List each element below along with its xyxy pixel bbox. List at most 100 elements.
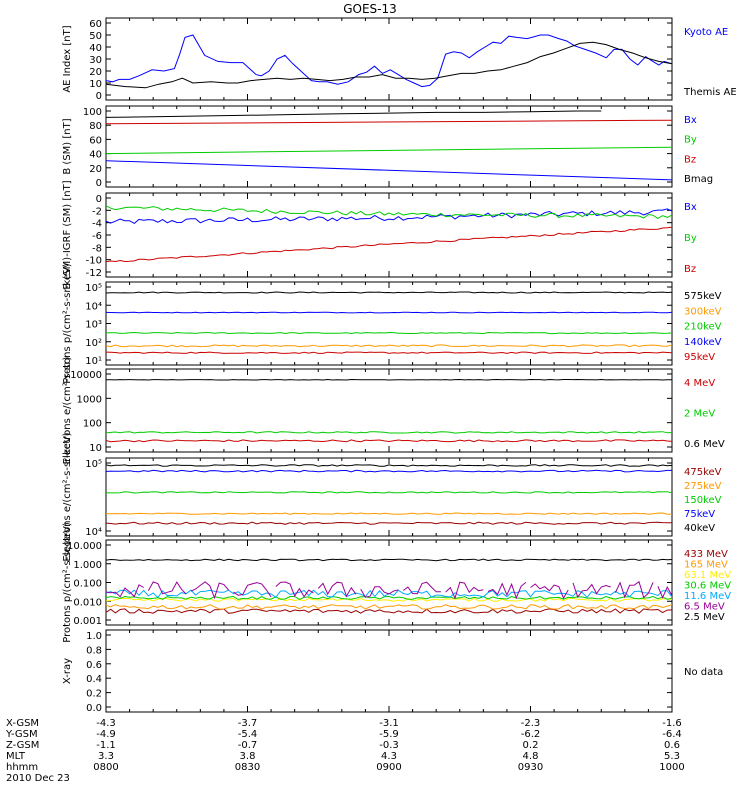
legend-95kev: 95keV: [684, 352, 715, 363]
footer-value: 1000: [659, 762, 684, 773]
series-line-4-mev: [106, 439, 672, 443]
no-data-note: No data: [684, 667, 723, 678]
legend-150kev: 150keV: [684, 495, 722, 506]
series-line-themis-ae: [106, 41, 672, 89]
footer-row-label: hhmm: [6, 762, 38, 773]
panel-4: 10¹ 10² 10³ 10⁴ 10⁵ Protons p/(cm²-s-sr-keV) 5…: [62, 263, 722, 384]
y-tick-label: 0.2: [86, 689, 102, 700]
series-line-6-5-mev: [487, 582, 527, 600]
panel-frame: [105, 629, 673, 713]
series-line-275kev: [106, 512, 672, 515]
footer-value: 3.8: [240, 751, 256, 762]
panel-frame: [105, 368, 673, 453]
series-group: [106, 378, 672, 443]
footer-date: 2010 Dec 23: [6, 773, 70, 784]
y-tick-label: -6: [92, 231, 102, 242]
legend-575kev: 575keV: [684, 291, 722, 302]
series-group: [106, 205, 672, 263]
y-tick-label: 50: [89, 31, 102, 42]
y-axis-label: Protons p/(cm²-s-sr-keV): [62, 263, 73, 384]
y-tick-label: 0.4: [86, 674, 102, 685]
series-line-bz: [106, 226, 672, 263]
footer-value: 5.3: [664, 751, 680, 762]
y-tick-label: -4: [92, 219, 102, 230]
legend-bx: Bx: [684, 202, 697, 213]
y-tick-label: 0.100: [73, 579, 102, 590]
y-tick-label: 10: [89, 79, 102, 90]
legend-40kev: 40keV: [684, 523, 715, 534]
legend-0-6-mev: 0.6 MeV: [684, 439, 725, 450]
series-line-0-6-mev: [106, 378, 672, 381]
footer-value: 0.6: [664, 740, 680, 751]
footer-value: -1.1: [96, 740, 116, 751]
series-line-475kev: [106, 521, 672, 525]
footer-value: 4.3: [381, 751, 397, 762]
footer-value: -4.3: [96, 718, 116, 729]
y-tick-label: 1.0: [86, 631, 102, 642]
y-axis-label: Protons p/(cm²-s-sr-keV): [62, 522, 73, 643]
series-line-6-5-mev: [147, 581, 187, 595]
y-tick-label: 10000: [70, 370, 102, 381]
series-line-575kev: [106, 291, 672, 294]
panel-frame: [105, 17, 673, 101]
y-tick-label: -10: [86, 256, 102, 267]
y-axis-label: Electrons e/(cm²-s-sr): [62, 357, 73, 465]
series-line-6-5-mev: [360, 586, 399, 598]
series-line-40kev: [106, 464, 672, 467]
series-group: [106, 34, 672, 89]
series-group: [106, 464, 672, 525]
series-line-6-5-mev: [233, 582, 272, 598]
series-line-6-5-mev: [657, 585, 672, 599]
series-line-6-5-mev: [106, 584, 144, 598]
y-tick-label: 0.001: [73, 616, 102, 627]
series-line-150kev: [106, 491, 672, 494]
panel-frame: [105, 192, 673, 278]
legend-themis-ae: Themis AE: [683, 87, 737, 98]
panel-2: 0 20 40 60 80 100 B (SM) [nT] Bx By Bz Bmag: [62, 105, 713, 189]
y-tick-label: 60: [89, 19, 102, 30]
legend-165-mev: 165 MeV: [684, 560, 728, 571]
legend-63-1-mev: 63.1 MeV: [684, 570, 731, 581]
series-line-2-mev: [106, 431, 672, 434]
series-line-bmag: [106, 110, 602, 118]
y-tick-label: 0.010: [73, 597, 102, 608]
footer-row-label: X-GSM: [6, 718, 39, 729]
series-line-6-5-mev: [530, 583, 569, 600]
legend-4-mev: 4 MeV: [684, 378, 715, 389]
y-tick-label: 10⁴: [85, 527, 102, 538]
footer-value: -3.7: [238, 718, 258, 729]
footer-value: -0.3: [379, 740, 399, 751]
series-group: [106, 110, 672, 181]
y-tick-label: 10²: [85, 338, 102, 349]
y-tick-label: -12: [86, 268, 102, 279]
y-tick-label: 60: [89, 135, 102, 146]
y-tick-label: 10⁵: [85, 283, 102, 294]
footer-value: 3.3: [98, 751, 114, 762]
footer-value: -3.1: [379, 718, 399, 729]
y-tick-label: 1000: [77, 394, 102, 405]
series-line-300kev: [106, 344, 672, 348]
legend-140kev: 140keV: [684, 337, 722, 348]
y-axis-label: AE Index [nT]: [62, 25, 73, 92]
legend-433-mev: 433 MeV: [684, 549, 728, 560]
series-line-140kev: [106, 311, 672, 314]
orbit-footer: X-GSM -4.3 -3.7 -3.1 -2.3 -1.6 Y-GSM -4.9 -5.4 -5…: [5, 718, 685, 784]
series-line-6-5-mev: [317, 581, 357, 598]
legend-bmag: Bmag: [684, 174, 713, 185]
series-line-6-5-mev: [572, 582, 611, 598]
legend-300kev: 300keV: [684, 306, 722, 317]
series-line-6-5-mev: [275, 581, 314, 598]
legend-2-5-mev: 2.5 MeV: [684, 612, 725, 623]
legend-by: By: [684, 233, 697, 244]
y-tick-label: 20: [89, 67, 102, 78]
series-line-63-1-mev: [106, 597, 672, 602]
footer-value: 0930: [518, 762, 543, 773]
legend-by: By: [684, 135, 697, 146]
footer-row-label: Z-GSM: [6, 740, 39, 751]
legend-2-mev: 2 MeV: [684, 409, 715, 420]
y-tick-label: 10⁴: [85, 301, 102, 312]
